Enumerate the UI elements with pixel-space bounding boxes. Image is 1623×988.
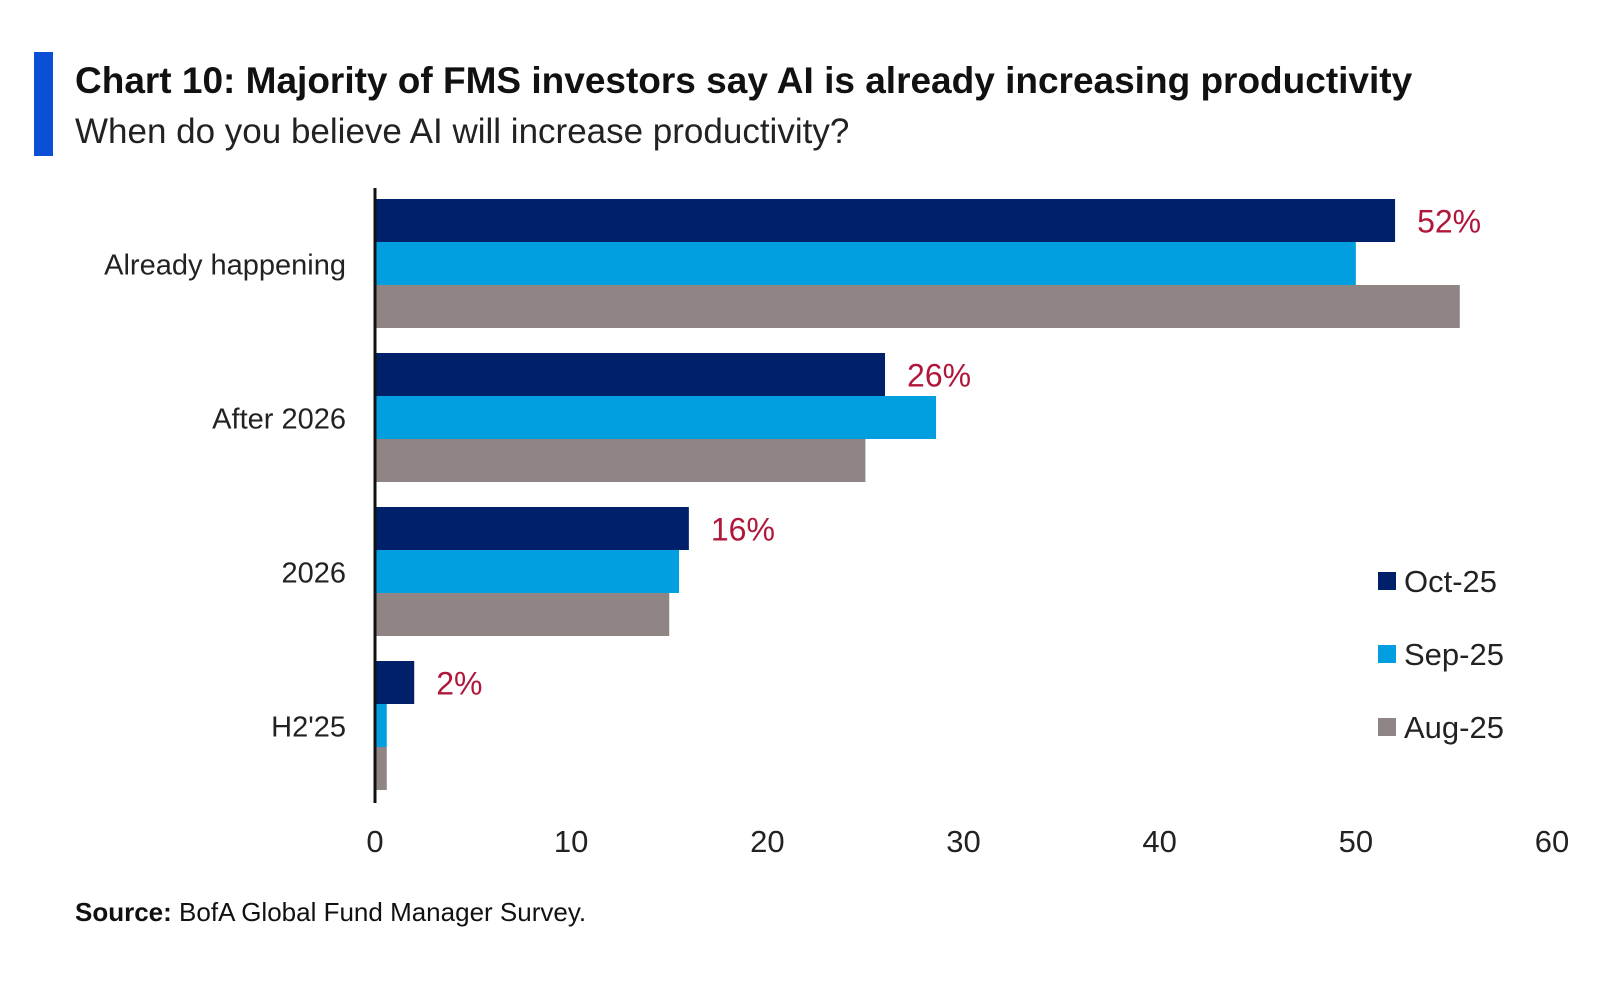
legend-swatch-aug-25 bbox=[1378, 718, 1396, 736]
x-tick-label: 10 bbox=[554, 824, 588, 859]
bar-oct-25-2 bbox=[375, 507, 689, 550]
x-tick-label: 30 bbox=[946, 824, 980, 859]
bar-aug-25-0 bbox=[375, 285, 1460, 328]
bar-aug-25-3 bbox=[375, 747, 387, 790]
bar-sep-25-0 bbox=[375, 242, 1356, 285]
x-tick-label: 40 bbox=[1142, 824, 1176, 859]
source-note: Source: BofA Global Fund Manager Survey. bbox=[75, 897, 586, 928]
bar-sep-25-1 bbox=[375, 396, 937, 439]
data-label: 2% bbox=[436, 666, 482, 702]
bar-sep-25-3 bbox=[375, 704, 387, 747]
bar-aug-25-2 bbox=[375, 593, 670, 636]
data-label: 52% bbox=[1417, 204, 1481, 240]
category-label: Already happening bbox=[104, 250, 346, 282]
data-label: 26% bbox=[907, 358, 971, 394]
legend-label: Sep-25 bbox=[1404, 637, 1504, 672]
title-accent-bar bbox=[34, 52, 53, 156]
category-label: After 2026 bbox=[212, 404, 346, 436]
category-label: 2026 bbox=[281, 558, 346, 590]
category-label: H2'25 bbox=[271, 712, 346, 744]
chart-title: Chart 10: Majority of FMS investors say … bbox=[75, 60, 1413, 101]
x-tick-label: 0 bbox=[366, 824, 383, 859]
bar-sep-25-2 bbox=[375, 550, 680, 593]
bar-oct-25-3 bbox=[375, 661, 415, 704]
bar-oct-25-0 bbox=[375, 199, 1396, 242]
bar-aug-25-1 bbox=[375, 439, 866, 482]
bar-oct-25-1 bbox=[375, 353, 886, 396]
legend-label: Aug-25 bbox=[1404, 710, 1504, 745]
source-label: Source: bbox=[75, 897, 172, 927]
legend-swatch-oct-25 bbox=[1378, 572, 1396, 590]
data-label: 16% bbox=[711, 512, 775, 548]
x-tick-label: 60 bbox=[1535, 824, 1569, 859]
chart-subtitle: When do you believe AI will increase pro… bbox=[75, 112, 850, 151]
x-tick-label: 50 bbox=[1339, 824, 1373, 859]
source-text: BofA Global Fund Manager Survey. bbox=[179, 897, 587, 927]
legend-swatch-sep-25 bbox=[1378, 645, 1396, 663]
x-tick-label: 20 bbox=[750, 824, 784, 859]
legend-label: Oct-25 bbox=[1404, 564, 1497, 599]
